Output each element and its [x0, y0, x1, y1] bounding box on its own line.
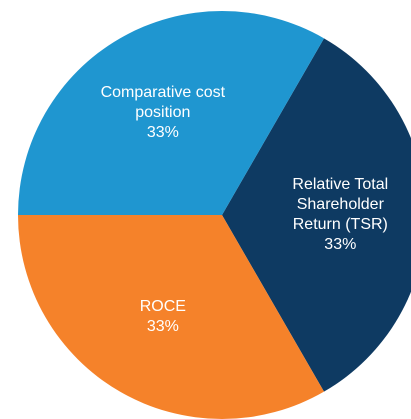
- slice-label: Relative Total Shareholder Return (TSR) 3…: [279, 175, 401, 255]
- pie-slice: [18, 10, 324, 216]
- category-label: Comparative cost position: [100, 83, 226, 121]
- slice-label: Comparative cost position 33%: [87, 83, 239, 143]
- pie-slice: [222, 38, 411, 392]
- category-label: Relative Total Shareholder Return (TSR): [292, 176, 389, 233]
- pie-slice: [18, 215, 324, 419]
- value-label: 33%: [146, 123, 179, 141]
- value-label: 33%: [324, 236, 357, 253]
- category-label: ROCE: [139, 298, 186, 316]
- slice-label: ROCE 33%: [113, 297, 213, 337]
- value-label: 33%: [146, 318, 179, 336]
